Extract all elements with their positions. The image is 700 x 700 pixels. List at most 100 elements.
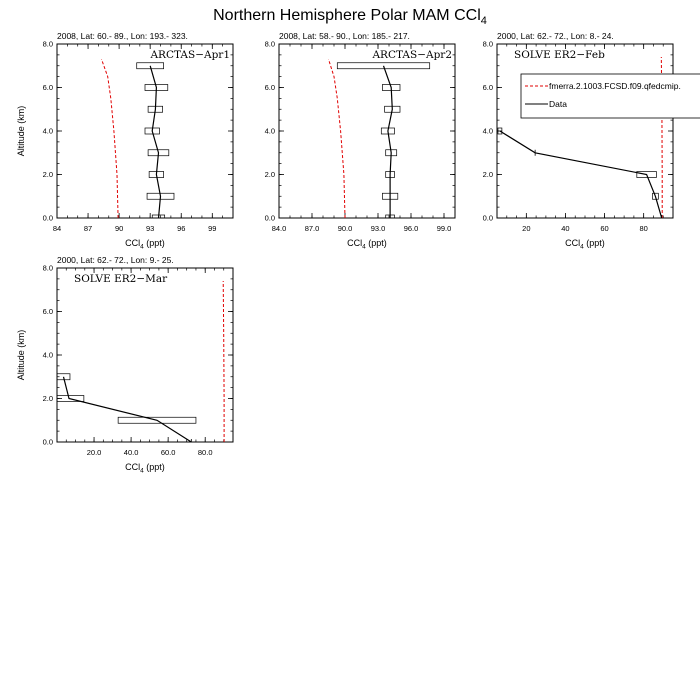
- y-tick-label: 2.0: [265, 170, 275, 179]
- plot-frame: [56, 267, 234, 443]
- y-tick-label: 6.0: [265, 83, 275, 92]
- plot-area: [328, 59, 431, 218]
- data-error-box: [385, 149, 398, 157]
- plot-area: [57, 280, 225, 442]
- x-tick-label: 93.0: [371, 224, 386, 233]
- data-error-box: [147, 105, 163, 113]
- legend-label: Data: [549, 99, 567, 109]
- x-tick-label: 80.0: [198, 448, 213, 457]
- data-error-box: [57, 373, 71, 381]
- chart-panel: 20 40 60 80 0.0 2.0 4.0 6.0 8.0 2000, Lat: 62.- 7…: [483, 31, 700, 251]
- chart-panel: 84.0 87.0 90.0 93.0 96.0 99.0 0.0 2.0 4.0 6.0 8.0 2…: [265, 31, 456, 251]
- data-error-box: [380, 127, 395, 135]
- x-tick-label: 99: [208, 224, 216, 233]
- panel-header: 2008, Lat: 58.- 90., Lon: 185.- 217.: [279, 31, 410, 41]
- model-profile-line: [328, 59, 346, 218]
- x-axis-label-sub: 4: [140, 244, 144, 251]
- y-tick-label: 6.0: [43, 83, 53, 92]
- panels: 84 87 90 93 96 99 0.0 2.0 4.0 6.0 8.0 2008, Lat: 60…: [16, 31, 700, 475]
- x-tick-label: 80: [639, 224, 647, 233]
- legend-box: [520, 73, 700, 119]
- data-profile-line: [499, 130, 663, 218]
- x-tick-label: 60.0: [161, 448, 176, 457]
- plot-frame: [496, 43, 674, 219]
- y-tick-label: 4.0: [43, 127, 53, 136]
- y-tick-label: 6.0: [483, 83, 493, 92]
- y-tick-label: 0.0: [483, 214, 493, 223]
- x-axis-label-main: CCl: [125, 462, 140, 472]
- x-tick-label: 60: [600, 224, 608, 233]
- x-tick-label: 87.0: [305, 224, 320, 233]
- x-tick-label: 20: [522, 224, 530, 233]
- model-profile-line: [660, 56, 663, 218]
- data-error-box: [151, 214, 166, 218]
- figure-title: Northern Hemisphere Polar MAM CCl4: [213, 7, 487, 27]
- data-profile-line: [62, 376, 192, 442]
- x-axis-label: CCl4 (ppt): [347, 238, 387, 251]
- x-axis-label-unit: (ppt): [366, 238, 387, 248]
- plot-area: [101, 59, 175, 218]
- x-axis-label-unit: (ppt): [584, 238, 605, 248]
- model-profile-line: [222, 280, 225, 442]
- x-axis-label-main: CCl: [125, 238, 140, 248]
- data-error-box: [382, 192, 399, 200]
- panel-label: SOLVE ER2−Feb: [514, 49, 605, 61]
- data-error-box: [336, 62, 431, 70]
- y-tick-label: 8.0: [483, 40, 493, 49]
- x-axis-label-main: CCl: [347, 238, 362, 248]
- x-tick-label: 84.0: [272, 224, 287, 233]
- data-error-box: [144, 84, 169, 91]
- y-tick-label: 2.0: [483, 170, 493, 179]
- x-tick-label: 40: [561, 224, 569, 233]
- panel-label: ARCTAS−Apr2: [371, 49, 452, 61]
- x-tick-label: 90: [115, 224, 123, 233]
- panel-label: SOLVE ER2−Mar: [74, 273, 168, 285]
- y-axis-label: Altitude (km): [16, 106, 26, 157]
- x-tick-label: 84: [53, 224, 61, 233]
- x-tick-label: 87: [84, 224, 92, 233]
- model-profile-line: [101, 59, 119, 218]
- plot-area: [497, 56, 663, 218]
- legend: fmerra.2.1003.FCSD.f09.qfedcmip. Data: [520, 73, 700, 119]
- panel-label: ARCTAS−Apr1: [149, 49, 230, 61]
- x-axis-label-main: CCl: [565, 238, 580, 248]
- data-error-box: [57, 395, 85, 402]
- y-tick-label: 4.0: [43, 351, 53, 360]
- panel-header: 2008, Lat: 60.- 89., Lon: 193.- 323.: [57, 31, 188, 41]
- data-profile-line: [149, 65, 162, 218]
- y-tick-label: 4.0: [265, 127, 275, 136]
- x-tick-label: 20.0: [87, 448, 102, 457]
- y-tick-label: 0.0: [43, 214, 53, 223]
- y-tick-label: 8.0: [43, 40, 53, 49]
- legend-label: fmerra.2.1003.FCSD.f09.qfedcmip.: [549, 81, 681, 91]
- y-tick-label: 2.0: [43, 394, 53, 403]
- x-axis-label: CCl4 (ppt): [125, 462, 165, 475]
- panel-header: 2000, Lat: 62.- 72., Lon: 9.- 25.: [57, 255, 174, 265]
- y-tick-label: 0.0: [43, 438, 53, 447]
- data-error-box: [144, 127, 160, 135]
- data-error-box: [385, 214, 395, 218]
- plot-frame: [278, 43, 456, 219]
- y-tick-label: 8.0: [43, 264, 53, 273]
- x-axis-label-sub: 4: [580, 244, 584, 251]
- y-tick-label: 8.0: [265, 40, 275, 49]
- y-tick-label: 2.0: [43, 170, 53, 179]
- y-axis-label: Altitude (km): [16, 330, 26, 381]
- data-error-box: [652, 192, 659, 200]
- data-error-box: [385, 171, 395, 178]
- data-error-box: [382, 84, 401, 91]
- data-error-box: [636, 171, 657, 178]
- data-error-box: [384, 105, 401, 113]
- panel-header: 2000, Lat: 62.- 72., Lon: 8.- 24.: [497, 31, 614, 41]
- y-tick-label: 4.0: [483, 127, 493, 136]
- data-error-box: [148, 171, 164, 178]
- x-axis-label-sub: 4: [362, 244, 366, 251]
- x-tick-label: 99.0: [437, 224, 452, 233]
- data-profile-line: [382, 65, 393, 218]
- x-axis-label: CCl4 (ppt): [565, 238, 605, 251]
- x-tick-label: 96.0: [404, 224, 419, 233]
- data-error-box: [147, 149, 170, 157]
- data-error-box: [497, 127, 503, 135]
- x-axis-label-sub: 4: [140, 468, 144, 475]
